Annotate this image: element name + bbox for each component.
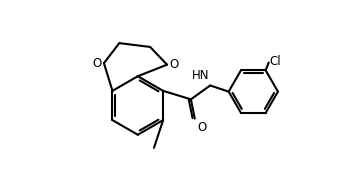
Text: O: O [169, 58, 179, 71]
Text: O: O [92, 57, 101, 70]
Text: Cl: Cl [269, 54, 281, 68]
Text: HN: HN [192, 69, 209, 82]
Text: O: O [197, 121, 206, 134]
